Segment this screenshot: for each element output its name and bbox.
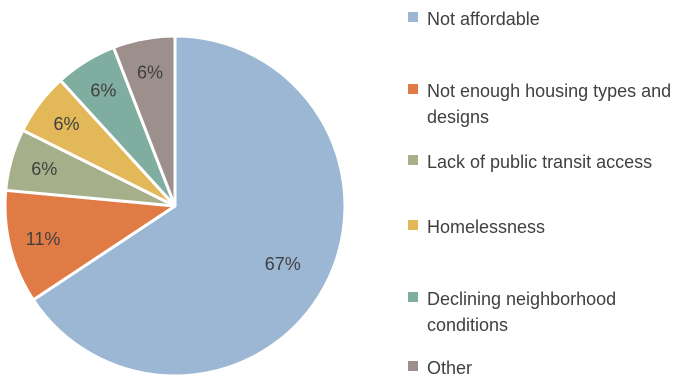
legend-swatch-other [408, 361, 418, 371]
legend-item-declining-neighborhood-conditions: Declining neighborhood conditions [408, 286, 687, 338]
legend-label-not-affordable: Not affordable [427, 9, 540, 29]
pie-data-labels: 67% 11% 6% 6% 6% 6% [26, 62, 301, 274]
data-label-declining-neighborhood-conditions: 6% [90, 80, 116, 100]
data-label-not-affordable: 67% [265, 254, 301, 274]
legend-item-lack-of-public-transit-access: Lack of public transit access [408, 149, 687, 175]
legend-label-not-enough-housing-types-and-designs: Not enough housing types and designs [427, 81, 672, 127]
legend-swatch-homelessness [408, 220, 418, 230]
legend-label-homelessness: Homelessness [427, 217, 546, 237]
legend-label-lack-of-public-transit-access: Lack of public transit access [427, 152, 653, 172]
legend-label-declining-neighborhood-conditions: Declining neighborhood conditions [427, 289, 617, 335]
legend-item-not-enough-housing-types-and-designs: Not enough housing types and designs [408, 78, 687, 130]
data-label-homelessness: 6% [53, 114, 79, 134]
pie-slice-other [112, 34, 177, 208]
pie-slice-not-affordable [31, 34, 347, 377]
pie-slice-not-enough-housing-types-and-designs [3, 188, 177, 302]
legend-swatch-declining-neighborhood-conditions [408, 292, 418, 302]
legend: Not affordable Not enough housing types a… [408, 0, 698, 378]
pie-slices [3, 34, 347, 377]
data-label-other: 6% [137, 62, 163, 82]
data-label-lack-of-public-transit-access: 6% [31, 159, 57, 179]
legend-label-other: Other [427, 358, 473, 378]
legend-item-other: Other [408, 355, 687, 381]
legend-swatch-lack-of-public-transit-access [408, 155, 418, 165]
legend-item-homelessness: Homelessness [408, 214, 687, 240]
legend-item-not-affordable: Not affordable [408, 6, 687, 32]
legend-swatch-not-affordable [408, 12, 418, 22]
legend-swatch-not-enough-housing-types-and-designs [408, 84, 418, 94]
data-label-not-enough-housing-types-and-designs: 11% [26, 229, 61, 249]
